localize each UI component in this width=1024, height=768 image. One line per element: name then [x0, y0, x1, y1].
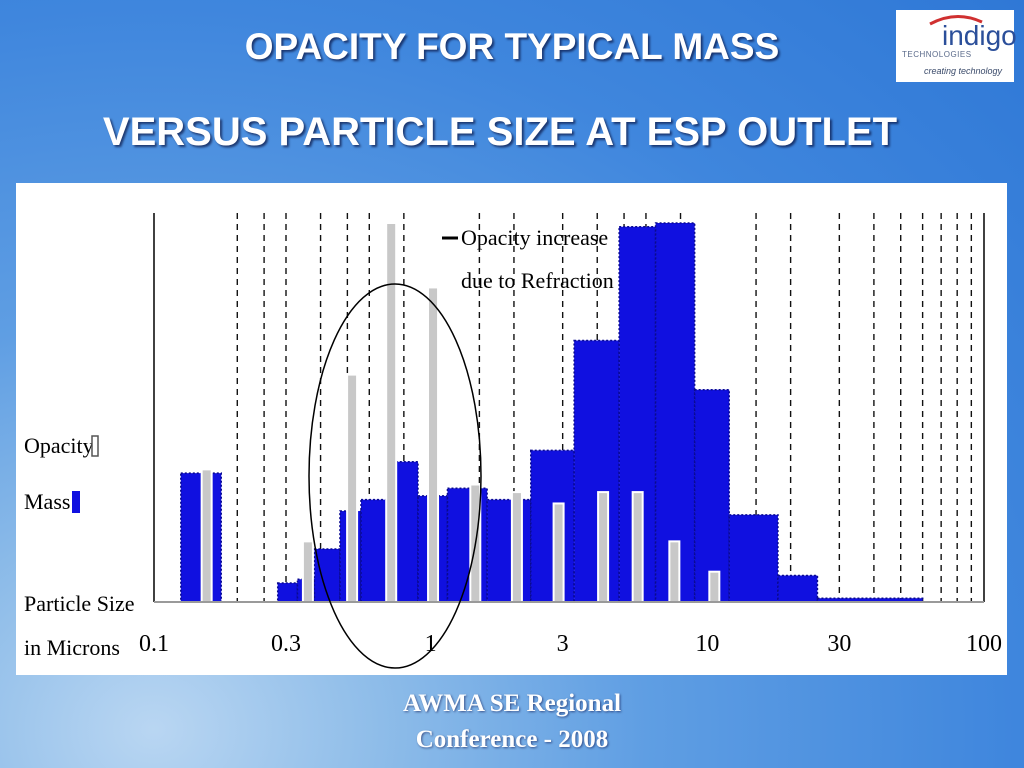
- legend: Opacity Mass: [24, 433, 99, 514]
- opacity-bar: [385, 222, 398, 603]
- opacity-bar: [552, 502, 565, 603]
- particle-size-chart: Opacity increase due to Refraction Opaci…: [24, 213, 1002, 669]
- mass-bar: [777, 574, 819, 603]
- opacity-bar: [346, 373, 359, 603]
- annotation-line1: Opacity increase: [461, 225, 608, 250]
- x-tick-label: 1: [425, 631, 437, 657]
- mass-bar: [360, 498, 389, 603]
- opacity-bar: [510, 491, 523, 603]
- logo-subtitle: TECHNOLOGIES: [902, 50, 972, 59]
- opacity-bar: [427, 286, 440, 604]
- mass-bar: [573, 339, 620, 603]
- mass-bar: [486, 498, 532, 603]
- footer-line1: AWMA SE Regional: [402, 690, 622, 717]
- legend-opacity-swatch: [91, 435, 99, 457]
- mass-bar: [276, 582, 299, 603]
- x-tick-labels: 0.1 0.3 1 3 10 30 100: [139, 631, 1002, 657]
- footer-line2: Conference - 2008: [415, 726, 609, 753]
- opacity-bar: [597, 491, 610, 603]
- logo-arc-icon: [929, 15, 983, 26]
- opacity-bar: [708, 570, 721, 603]
- x-tick-label: 100: [966, 631, 1002, 657]
- x-tick-label: 10: [695, 631, 719, 657]
- slide-title-line1: OPACITY FOR TYPICAL MASS: [244, 26, 780, 67]
- opacity-bar: [301, 540, 314, 603]
- company-logo: indigo TECHNOLOGIES creating technology: [896, 10, 1017, 82]
- x-tick-label: 0.1: [139, 631, 169, 657]
- opacity-bar: [200, 468, 213, 603]
- x-axis-label-line1: Particle Size: [24, 591, 135, 616]
- x-tick-label: 30: [827, 631, 851, 657]
- mass-bar: [728, 514, 779, 603]
- chart-panel: Opacity increase due to Refraction Opaci…: [16, 183, 1007, 675]
- opacity-bar: [631, 491, 644, 603]
- x-axis-label-line2: in Microns: [24, 635, 120, 660]
- mass-bar: [529, 449, 575, 603]
- logo-wordmark: indigo: [942, 20, 1017, 51]
- legend-mass-swatch: [72, 491, 80, 513]
- annotation-line2: due to Refraction: [461, 268, 614, 293]
- slide-title-line2: VERSUS PARTICLE SIZE AT ESP OUTLET: [102, 110, 898, 154]
- x-tick-label: 3: [557, 631, 569, 657]
- mass-bar: [693, 389, 730, 603]
- refraction-circle-annotation: [308, 283, 482, 669]
- x-tick-label: 0.3: [271, 631, 301, 657]
- logo-tagline: creating technology: [924, 66, 1003, 76]
- legend-opacity-label: Opacity: [24, 433, 94, 458]
- legend-mass-label: Mass: [24, 489, 70, 514]
- opacity-bar: [668, 540, 681, 603]
